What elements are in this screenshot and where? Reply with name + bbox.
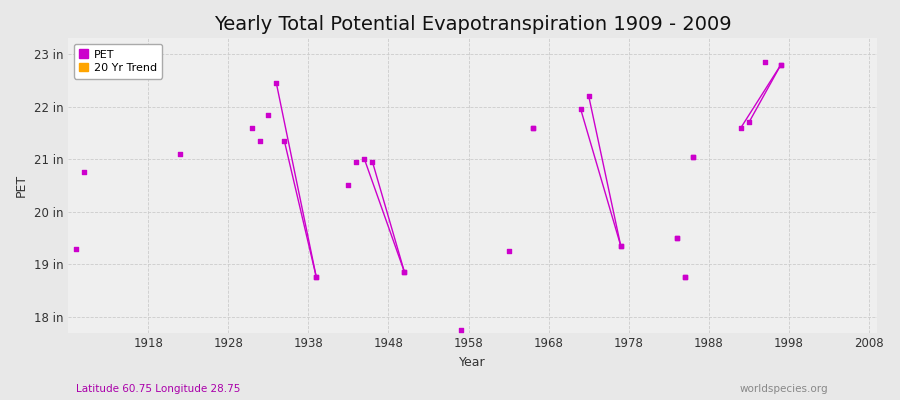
Point — [678, 274, 692, 281]
Point — [397, 269, 411, 275]
Point — [614, 243, 628, 249]
Point — [245, 124, 259, 131]
Text: Latitude 60.75 Longitude 28.75: Latitude 60.75 Longitude 28.75 — [76, 384, 241, 394]
Point — [581, 93, 596, 99]
Point — [614, 243, 628, 249]
Point — [310, 274, 324, 281]
Legend: PET, 20 Yr Trend: PET, 20 Yr Trend — [74, 44, 162, 78]
Point — [573, 106, 588, 112]
Point — [310, 274, 324, 281]
Point — [758, 59, 772, 65]
Point — [454, 327, 468, 333]
Point — [261, 111, 275, 118]
Point — [173, 151, 187, 157]
Point — [76, 169, 91, 176]
Point — [526, 124, 540, 131]
Point — [670, 235, 684, 241]
Point — [277, 138, 292, 144]
X-axis label: Year: Year — [459, 356, 486, 369]
Point — [742, 119, 756, 126]
Text: worldspecies.org: worldspecies.org — [740, 384, 828, 394]
Point — [349, 159, 364, 165]
Point — [341, 182, 356, 189]
Point — [526, 124, 540, 131]
Point — [365, 159, 380, 165]
Point — [269, 80, 284, 86]
Point — [734, 124, 748, 131]
Point — [501, 248, 516, 254]
Y-axis label: PET: PET — [15, 174, 28, 197]
Point — [357, 156, 372, 162]
Point — [686, 153, 700, 160]
Point — [253, 138, 267, 144]
Point — [678, 274, 692, 281]
Title: Yearly Total Potential Evapotranspiration 1909 - 2009: Yearly Total Potential Evapotranspiratio… — [214, 15, 732, 34]
Point — [774, 62, 788, 68]
Point — [69, 245, 84, 252]
Point — [686, 153, 700, 160]
Point — [397, 269, 411, 275]
Point — [774, 62, 788, 68]
Point — [670, 235, 684, 241]
